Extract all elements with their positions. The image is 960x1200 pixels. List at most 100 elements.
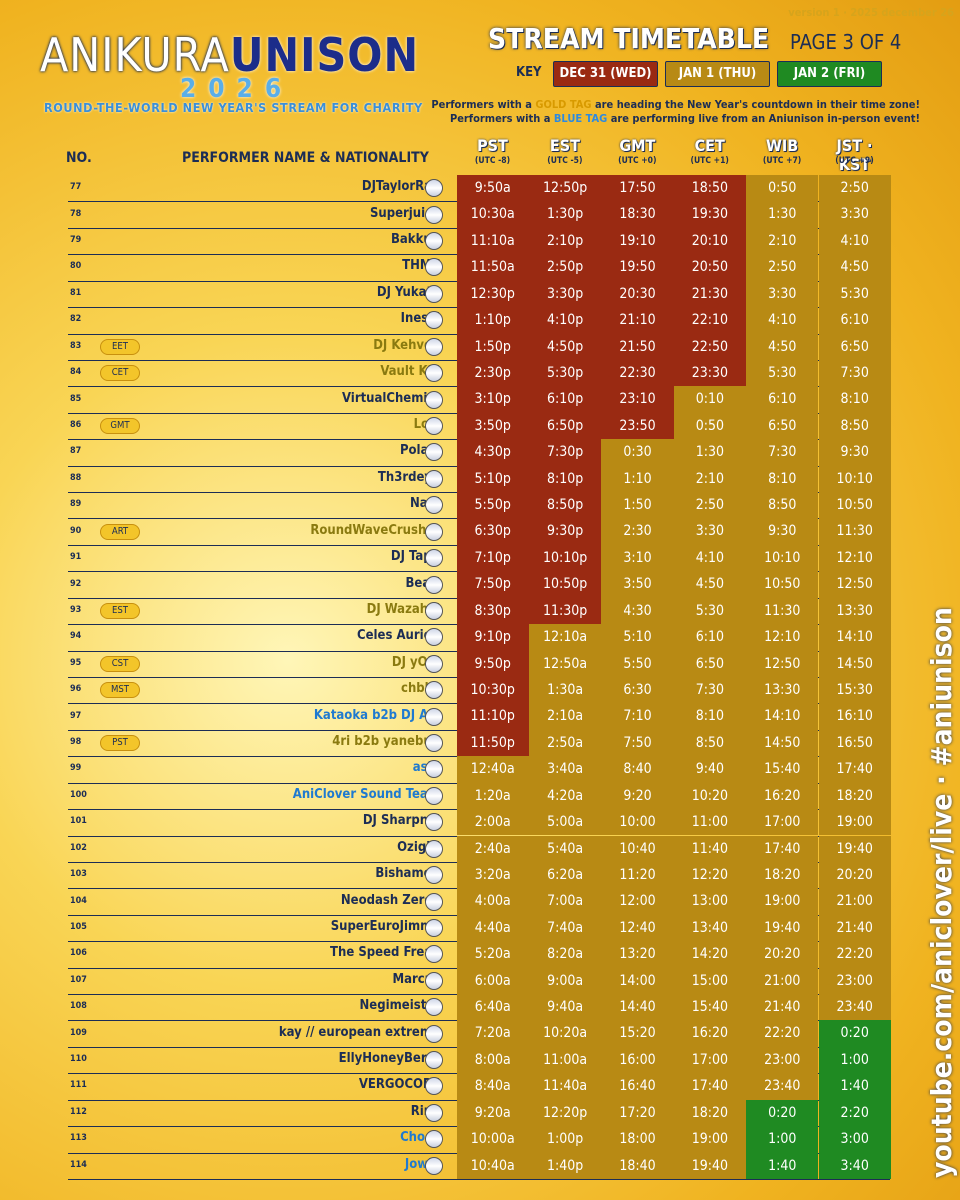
time-cell: 6:20a bbox=[528, 861, 602, 889]
row-number: 77 bbox=[70, 182, 82, 193]
row-number: 86 bbox=[70, 419, 82, 430]
time-cell: 6:50p bbox=[528, 412, 602, 440]
time-cell: 12:50 bbox=[818, 571, 891, 598]
time-cell: 10:00a bbox=[456, 1126, 529, 1153]
flag bbox=[425, 971, 443, 990]
row-number: 79 bbox=[70, 235, 82, 246]
time-cell: 1:20a bbox=[456, 782, 529, 810]
time-cell: 4:10 bbox=[746, 307, 819, 334]
time-cell: 21:10 bbox=[601, 307, 674, 334]
row-number: 78 bbox=[70, 208, 82, 219]
time-cell: 20:30 bbox=[601, 280, 674, 308]
flag bbox=[425, 654, 443, 673]
time-cell: 12:00 bbox=[601, 888, 674, 915]
flag bbox=[425, 575, 443, 594]
note-text: Performers with a bbox=[431, 98, 536, 111]
time-cell: 10:50p bbox=[528, 571, 602, 598]
time-cell: 2:30p bbox=[456, 359, 529, 387]
time-cell: 1:30p bbox=[528, 201, 602, 228]
note-text: are performing live from an Aniunison in… bbox=[607, 112, 920, 125]
row-number: 106 bbox=[70, 948, 87, 959]
row-number: 103 bbox=[70, 869, 87, 880]
time-cell: 4:30p bbox=[456, 439, 529, 466]
row-number: 107 bbox=[70, 974, 87, 985]
flag bbox=[425, 258, 443, 277]
time-cell: 22:20 bbox=[818, 941, 891, 968]
time-cell: 14:00 bbox=[601, 967, 674, 994]
time-cell: 9:50p bbox=[456, 650, 529, 677]
flag bbox=[425, 496, 443, 515]
time-cell: 23:10 bbox=[601, 386, 674, 413]
row-number: 101 bbox=[70, 816, 87, 827]
time-cell: 22:10 bbox=[673, 307, 747, 334]
performer-name: DJTaylorRae bbox=[361, 179, 440, 195]
time-cell: 16:10 bbox=[818, 703, 891, 730]
time-cell: 18:20 bbox=[746, 861, 819, 889]
time-cell: 19:00 bbox=[673, 1126, 747, 1153]
time-cell: 6:10 bbox=[746, 386, 819, 413]
time-cell: 10:50 bbox=[818, 492, 891, 519]
flag bbox=[425, 786, 443, 805]
page-number: PAGE 3 OF 4 bbox=[790, 30, 902, 54]
flag bbox=[425, 707, 443, 726]
time-cell: 4:00a bbox=[456, 888, 529, 915]
col-no: NO. bbox=[66, 150, 92, 166]
time-cell: 18:30 bbox=[601, 201, 674, 228]
time-cell: 1:30a bbox=[528, 676, 602, 704]
row-number: 83 bbox=[70, 340, 82, 351]
col-performer: PERFORMER NAME & NATIONALITY bbox=[182, 150, 429, 166]
row-number: 80 bbox=[70, 261, 82, 272]
time-cell: 1:00 bbox=[746, 1126, 819, 1153]
flag bbox=[425, 892, 443, 911]
time-cell: 11:50p bbox=[456, 729, 529, 757]
version: version 1 · 2025 december 26 bbox=[788, 6, 954, 19]
logo: ANIKURAUNISON bbox=[40, 28, 419, 82]
time-cell: 2:00a bbox=[456, 809, 529, 836]
performer-name: AniClover Sound Team bbox=[292, 786, 440, 802]
time-cell: 8:10 bbox=[746, 465, 819, 493]
time-cell: 9:40a bbox=[528, 994, 602, 1021]
note: Performers with a BLUE TAG are performin… bbox=[450, 112, 920, 125]
time-cell: 9:30 bbox=[818, 439, 891, 466]
time-cell: 6:50 bbox=[746, 412, 819, 440]
time-cell: 19:00 bbox=[746, 888, 819, 915]
time-cell: 19:10 bbox=[601, 227, 674, 255]
time-cell: 1:50p bbox=[456, 333, 529, 360]
logo-bold: UNISON bbox=[229, 28, 420, 82]
time-cell: 20:20 bbox=[818, 861, 891, 889]
time-cell: 17:00 bbox=[673, 1046, 747, 1074]
time-cell: 12:10 bbox=[818, 544, 891, 572]
time-cell: 10:40a bbox=[456, 1152, 529, 1179]
zone-utc: (UTC +1) bbox=[690, 156, 729, 166]
time-cell: 12:20 bbox=[673, 861, 747, 889]
title: STREAM TIMETABLE bbox=[488, 22, 770, 55]
performer-name: The Speed Freak bbox=[330, 945, 440, 961]
time-cell: 17:40 bbox=[818, 756, 891, 783]
time-cell: 18:20 bbox=[818, 782, 891, 810]
time-cell: 9:30p bbox=[528, 518, 602, 545]
zone-utc: (UTC -8) bbox=[474, 156, 511, 166]
time-cell: 7:00a bbox=[528, 888, 602, 915]
time-cell: 1:10p bbox=[456, 307, 529, 334]
time-cell: 16:00 bbox=[601, 1046, 674, 1074]
gold-tag: EST bbox=[100, 602, 140, 619]
time-cell: 23:40 bbox=[746, 1073, 819, 1100]
note-gold: GOLD TAG bbox=[535, 98, 592, 111]
note-text: Performers with a bbox=[449, 112, 554, 125]
row-number: 99 bbox=[70, 763, 82, 774]
time-cell: 5:30 bbox=[673, 597, 747, 625]
time-cell: 23:00 bbox=[818, 967, 891, 994]
gold-tag: CET bbox=[100, 365, 140, 382]
time-cell: 7:50 bbox=[601, 729, 674, 757]
time-cell: 5:50p bbox=[456, 492, 529, 519]
flag bbox=[425, 311, 443, 330]
time-cell: 9:20 bbox=[601, 782, 674, 810]
time-cell: 17:50 bbox=[601, 175, 674, 202]
key-label: KEY bbox=[516, 65, 542, 80]
time-cell: 7:50p bbox=[456, 571, 529, 598]
time-cell: 16:50 bbox=[818, 729, 891, 757]
time-cell: 7:30 bbox=[818, 359, 891, 387]
performer-name: Kataoka b2b DJ AJL bbox=[313, 707, 440, 723]
time-cell: 12:50a bbox=[528, 650, 602, 677]
row-number: 114 bbox=[70, 1159, 87, 1170]
